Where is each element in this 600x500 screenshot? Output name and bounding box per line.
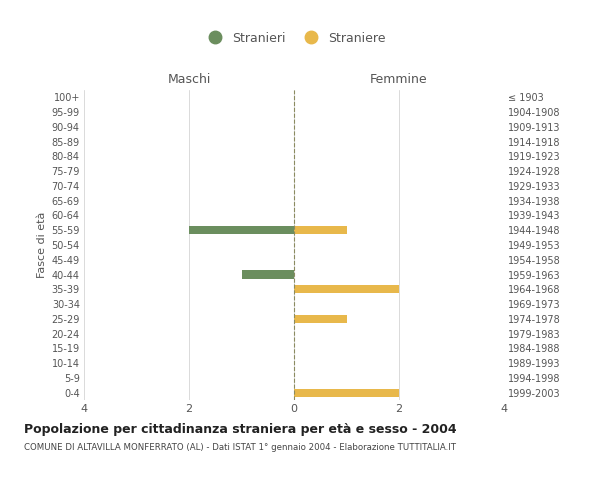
- Text: COMUNE DI ALTAVILLA MONFERRATO (AL) - Dati ISTAT 1° gennaio 2004 - Elaborazione : COMUNE DI ALTAVILLA MONFERRATO (AL) - Da…: [24, 442, 456, 452]
- Bar: [294, 315, 347, 323]
- Text: Femmine: Femmine: [370, 72, 428, 86]
- Y-axis label: Fasce di età: Fasce di età: [37, 212, 47, 278]
- Bar: [189, 226, 294, 234]
- Legend: Stranieri, Straniere: Stranieri, Straniere: [199, 28, 389, 48]
- Bar: [294, 388, 399, 396]
- Text: Popolazione per cittadinanza straniera per età e sesso - 2004: Popolazione per cittadinanza straniera p…: [24, 422, 457, 436]
- Bar: [294, 285, 399, 294]
- Bar: [241, 270, 294, 278]
- Text: Maschi: Maschi: [167, 72, 211, 86]
- Bar: [294, 226, 347, 234]
